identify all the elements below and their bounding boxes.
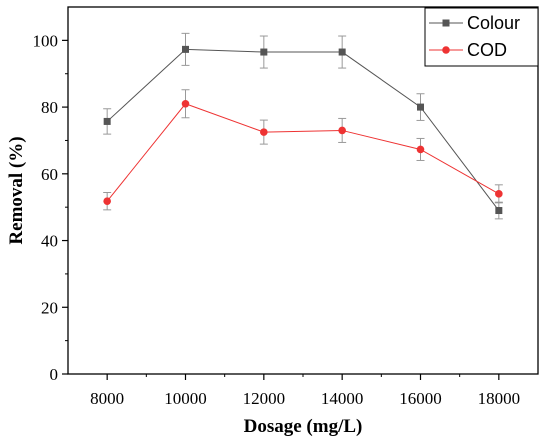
data-point-colour [417,103,424,111]
data-point-colour [182,45,189,53]
data-point-cod [260,128,268,136]
series-line-colour [106,48,500,211]
legend-label-cod: COD [467,40,507,60]
series-line-cod [106,103,500,202]
x-tick-label: 16000 [399,389,442,408]
x-tick-label: 10000 [164,389,207,408]
series-cod [103,89,503,211]
y-tick-label: 20 [41,298,58,317]
y-tick-label: 100 [33,31,59,50]
data-point-cod [416,145,425,154]
data-point-cod [103,197,111,205]
legend-marker-cod [442,46,450,54]
x-axis-title: Dosage (mg/L) [244,416,363,437]
y-tick-label: 40 [41,232,58,251]
y-tick-label: 80 [41,98,58,117]
data-point-cod [338,126,346,135]
data-point-cod [495,190,503,198]
data-point-colour [103,117,111,125]
data-point-colour [260,48,268,56]
data-point-colour [338,48,346,56]
data-point-colour [495,207,503,215]
x-tick-label: 14000 [321,389,364,408]
legend-marker-colour [442,19,450,27]
data-point-cod [181,99,190,108]
y-tick-label: 0 [50,365,59,384]
legend-label-colour: Colour [467,13,520,33]
legend-box [424,7,539,67]
series-colour [103,32,503,220]
y-axis-title: Removal (%) [6,136,27,244]
x-tick-label: 8000 [90,389,124,408]
legend: Colour COD [424,7,539,67]
x-tick-label: 18000 [478,389,521,408]
y-tick-label: 60 [41,165,58,184]
x-tick-label: 12000 [243,389,286,408]
